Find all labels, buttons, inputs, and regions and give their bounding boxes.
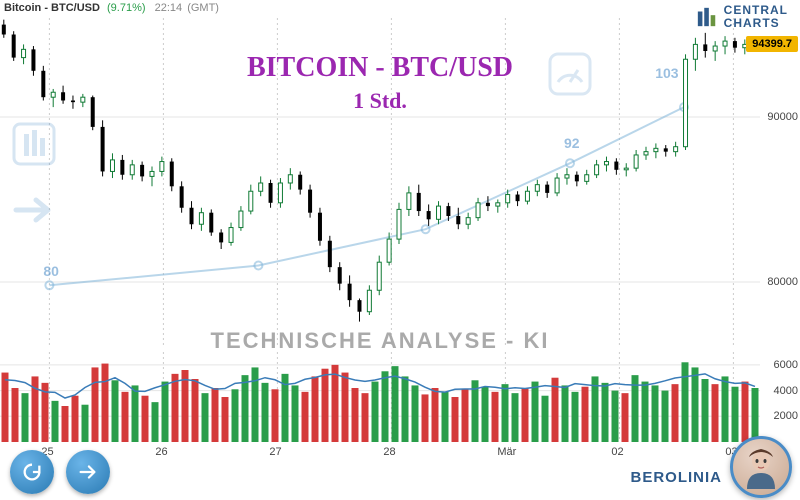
avatar-icon[interactable] bbox=[730, 436, 792, 498]
brand-logo: CENTRAL CHARTS bbox=[696, 4, 788, 29]
logo-line2: CHARTS bbox=[724, 17, 788, 30]
logo-line1: CENTRAL bbox=[724, 4, 788, 17]
timezone: (GMT) bbox=[187, 2, 219, 14]
current-price-badge: 94399.7 bbox=[746, 36, 798, 52]
date-axis-label: 27 bbox=[269, 446, 281, 458]
bottom-controls bbox=[10, 450, 110, 494]
date-axis-label: 02 bbox=[611, 446, 623, 458]
volume-chart[interactable] bbox=[0, 352, 760, 442]
volume-axis-label: 2000 bbox=[774, 410, 798, 422]
logo-icon bbox=[696, 6, 718, 28]
instrument-name: Bitcoin - BTC/USD bbox=[4, 2, 100, 14]
author-brand: BEROLINIA bbox=[631, 469, 723, 486]
price-axis-label: 80000 bbox=[767, 276, 798, 288]
date-axis-label: 28 bbox=[383, 446, 395, 458]
refresh-button[interactable] bbox=[10, 450, 54, 494]
timestamp: 22:14 bbox=[155, 2, 183, 14]
volume-axis-label: 6000 bbox=[774, 359, 798, 371]
price-axis-label: 90000 bbox=[767, 111, 798, 123]
price-chart[interactable] bbox=[0, 18, 760, 348]
chart-header: Bitcoin - BTC/USD (9.71%) 22:14 (GMT) bbox=[4, 2, 219, 14]
date-axis-label: Mär bbox=[497, 446, 516, 458]
forward-button[interactable] bbox=[66, 450, 110, 494]
date-axis-label: 26 bbox=[155, 446, 167, 458]
volume-axis-label: 4000 bbox=[774, 385, 798, 397]
percent-change: (9.71%) bbox=[107, 2, 146, 14]
